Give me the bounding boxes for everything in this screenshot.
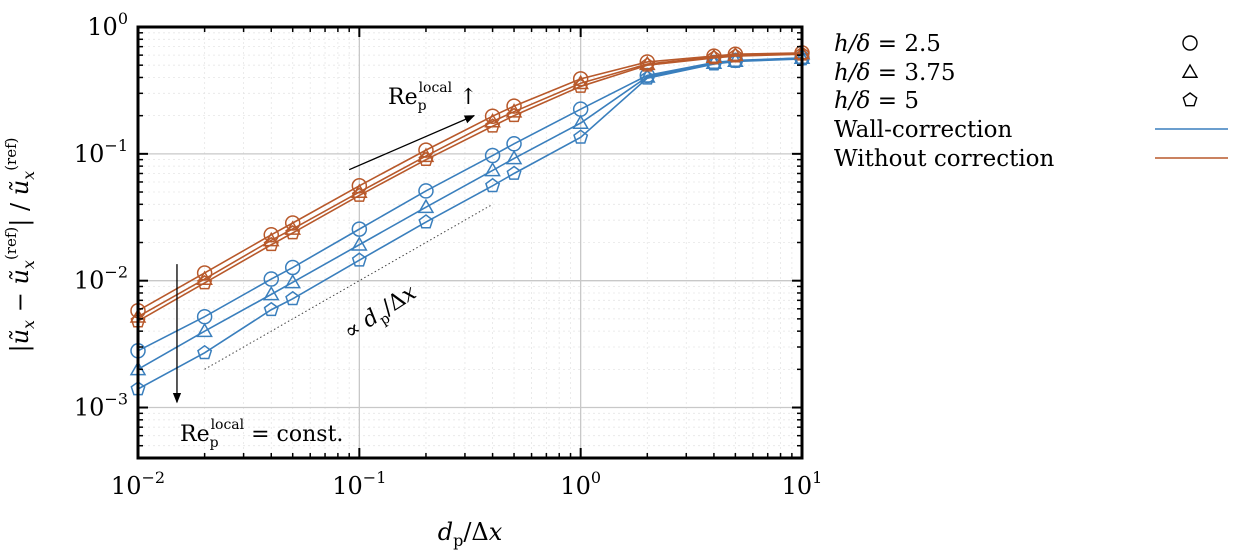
data-point [351, 221, 368, 237]
data-point [284, 215, 301, 231]
annotation-layer: Replocal ↑ Replocal = const. ∝ dp/Δx [172, 80, 478, 451]
y-tick-label: 10−1 [74, 136, 128, 168]
data-point [196, 322, 213, 338]
legend-label: Without correction [834, 146, 1055, 172]
re-increase-arrow [348, 115, 476, 171]
legend-marker [1182, 35, 1198, 51]
data-point [263, 227, 280, 243]
data-point [727, 48, 743, 63]
data-point [505, 149, 523, 165]
data-point [197, 344, 213, 360]
legend-label: h/δ = 5 [834, 88, 919, 114]
x-axis-label: dp/Δx [438, 518, 503, 550]
data-point [285, 224, 301, 240]
legend-entry-line-1: Without correction [834, 146, 1228, 172]
series-layer [129, 44, 811, 396]
minor-grid [138, 27, 802, 459]
svg-text:|ũx − ũx(ref)| / ũx(ref): |ũx − ũx(ref)| / ũx(ref) [2, 137, 38, 352]
data-point [639, 68, 656, 83]
data-point [196, 265, 213, 281]
re-increase-label: Replocal ↑ [388, 80, 478, 114]
x-tick-label: 100 [560, 468, 601, 500]
data-point [573, 78, 589, 93]
series-nocorr-pentagon [130, 46, 810, 328]
slope-guide [204, 203, 493, 370]
data-point [572, 114, 589, 130]
legend-entry-triangle: h/δ = 3.75 [834, 60, 1199, 86]
data-point [351, 252, 367, 267]
data-point [418, 183, 434, 199]
tick-labels: 10−2 10−1 100 101 100 10−1 10−2 10−3 [74, 9, 823, 500]
data-point [727, 46, 744, 62]
data-point [573, 129, 589, 144]
series-line [137, 52, 803, 318]
data-point [639, 70, 655, 85]
x-tick-label: 10−2 [111, 468, 165, 500]
data-point [485, 177, 501, 193]
slope-label: ∝ dp/Δx [340, 280, 424, 349]
data-point [351, 236, 368, 251]
data-point [639, 57, 655, 72]
legend-entry-pentagon: h/δ = 5 [834, 88, 1198, 114]
data-point [351, 187, 367, 202]
x-tick-label: 101 [782, 468, 823, 500]
series-line [137, 53, 803, 322]
data-point [506, 165, 522, 180]
data-point [197, 275, 213, 290]
data-point [705, 48, 723, 64]
legend-label: Wall-correction [834, 117, 1012, 143]
data-point [284, 273, 301, 289]
data-point [285, 290, 301, 306]
legend-label: h/δ = 3.75 [834, 60, 956, 86]
legend: h/δ = 2.5 h/δ = 3.75h/δ = 5 Wall-correctio… [834, 31, 1228, 172]
data-point [706, 50, 722, 65]
legend-marker [1181, 63, 1199, 78]
data-point [506, 107, 522, 123]
data-point [484, 108, 501, 124]
data-point [418, 214, 434, 229]
legend-entry-circle: h/δ = 2.5 [834, 31, 1198, 57]
data-point [506, 98, 522, 114]
axis-ticks [137, 26, 803, 459]
data-point [418, 142, 434, 158]
re-const-label: Replocal = const. [180, 417, 343, 451]
data-point [263, 301, 279, 317]
legend-marker [1182, 92, 1198, 107]
data-point [484, 161, 501, 177]
x-tick-label: 10−1 [332, 468, 386, 500]
slope-reference-line [204, 203, 493, 370]
y-tick-label: 100 [87, 9, 128, 41]
data-point [263, 236, 279, 252]
legend-entry-line-0: Wall-correction [834, 117, 1228, 143]
data-point [262, 285, 280, 301]
y-axis-label: |ũx − ũx(ref)| / ũx(ref) [2, 137, 38, 352]
y-tick-label: 10−3 [74, 390, 128, 422]
data-point [418, 151, 434, 167]
legend-label: h/δ = 2.5 [834, 31, 941, 57]
y-tick-label: 10−2 [74, 263, 128, 295]
data-point [417, 198, 435, 214]
data-point [639, 55, 656, 71]
data-point [485, 118, 501, 133]
